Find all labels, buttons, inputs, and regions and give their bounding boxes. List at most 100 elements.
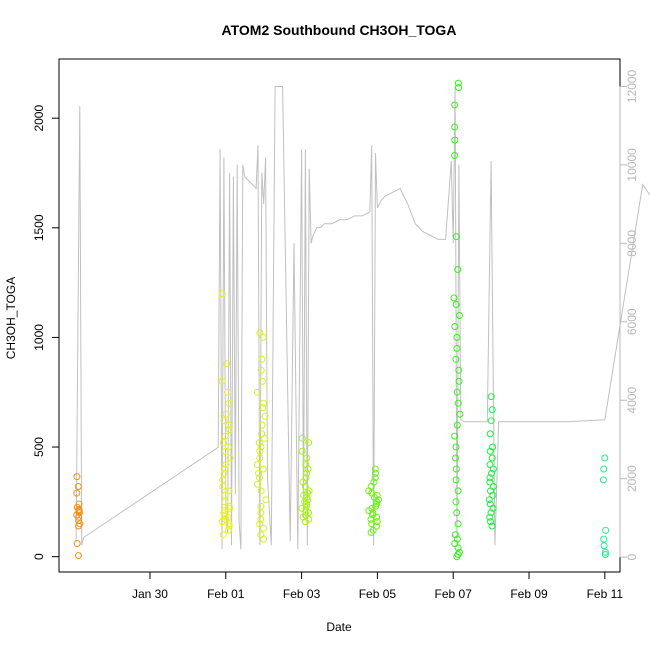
data-point (225, 502, 233, 510)
data-point (257, 509, 265, 517)
data-point (451, 323, 459, 330)
data-point (371, 469, 379, 477)
data-point (260, 524, 268, 532)
data-point (486, 474, 494, 482)
data-point (488, 454, 496, 462)
data-point (486, 478, 494, 486)
data-point (489, 443, 497, 451)
data-point (218, 377, 226, 385)
x-tick-label: Jan 30 (132, 587, 168, 601)
data-point (455, 377, 463, 385)
data-point (453, 344, 461, 352)
data-point (74, 483, 82, 490)
data-point (224, 388, 232, 396)
data-point (450, 294, 458, 302)
data-point (222, 515, 229, 523)
altitude-series (75, 86, 650, 550)
data-point (226, 454, 234, 462)
y2-tick-label: 0 (625, 553, 639, 560)
data-point (225, 421, 233, 429)
data-point (454, 487, 462, 495)
data-points (73, 79, 610, 561)
data-point (452, 454, 459, 462)
data-point (369, 511, 377, 519)
data-point (452, 301, 460, 308)
data-point (256, 474, 263, 482)
data-point (454, 544, 462, 552)
y-tick-label: 500 (32, 437, 46, 457)
x-tick-label: Feb 11 (587, 587, 624, 601)
data-point (221, 498, 229, 506)
data-point (452, 465, 460, 473)
data-point (375, 496, 382, 504)
data-point (258, 430, 266, 438)
data-point (368, 504, 376, 512)
data-point (373, 498, 380, 506)
data-point (452, 498, 460, 506)
data-point (600, 465, 608, 473)
y2-tick-label: 2000 (625, 465, 639, 492)
data-point (76, 520, 84, 528)
data-point (369, 526, 377, 534)
data-point (455, 84, 463, 91)
data-point (305, 487, 313, 495)
data-point (453, 509, 461, 517)
data-point (221, 465, 229, 473)
data-point (260, 399, 268, 407)
data-point (258, 421, 266, 429)
data-point (73, 503, 81, 511)
data-point (258, 377, 266, 385)
x-axis-label: Date (326, 620, 352, 634)
y2-tick-label: 10000 (625, 148, 639, 182)
data-point (454, 520, 462, 528)
data-point (254, 480, 261, 488)
data-point (601, 548, 609, 556)
data-point (452, 355, 460, 363)
series-flight-6 (450, 79, 464, 561)
y-tick-label: 1000 (32, 324, 46, 351)
data-point (219, 476, 227, 484)
data-point (486, 513, 494, 521)
data-point (73, 489, 81, 497)
data-point (258, 355, 266, 363)
data-point (73, 473, 81, 481)
data-point (453, 333, 461, 341)
data-point (488, 522, 496, 530)
data-point (369, 509, 377, 517)
data-point (456, 410, 464, 418)
data-point (305, 509, 312, 517)
data-point (253, 461, 261, 469)
x-tick-label: Feb 03 (283, 587, 321, 601)
data-point (488, 469, 495, 477)
series-flight-2 (218, 290, 234, 539)
data-point (256, 454, 264, 462)
data-point (257, 443, 265, 451)
x-tick-label: Feb 07 (435, 587, 473, 601)
data-point (371, 465, 379, 473)
data-point (257, 366, 265, 374)
data-point (601, 454, 609, 462)
data-point (485, 496, 493, 504)
data-point (301, 518, 309, 526)
data-point (259, 333, 267, 341)
data-point (256, 329, 264, 337)
data-point (304, 465, 312, 473)
data-point (487, 417, 495, 425)
data-point (602, 526, 610, 534)
data-point (224, 526, 232, 534)
data-point (303, 500, 310, 508)
data-point (255, 469, 262, 477)
data-point (487, 509, 495, 517)
data-point (454, 266, 462, 273)
data-point (453, 535, 461, 543)
data-point (220, 417, 228, 425)
data-point (73, 540, 81, 547)
data-point (219, 531, 227, 539)
data-point (75, 552, 82, 560)
data-point (220, 469, 228, 477)
data-point (224, 443, 232, 451)
y-tick-label: 0 (32, 553, 46, 560)
data-point (253, 388, 261, 396)
